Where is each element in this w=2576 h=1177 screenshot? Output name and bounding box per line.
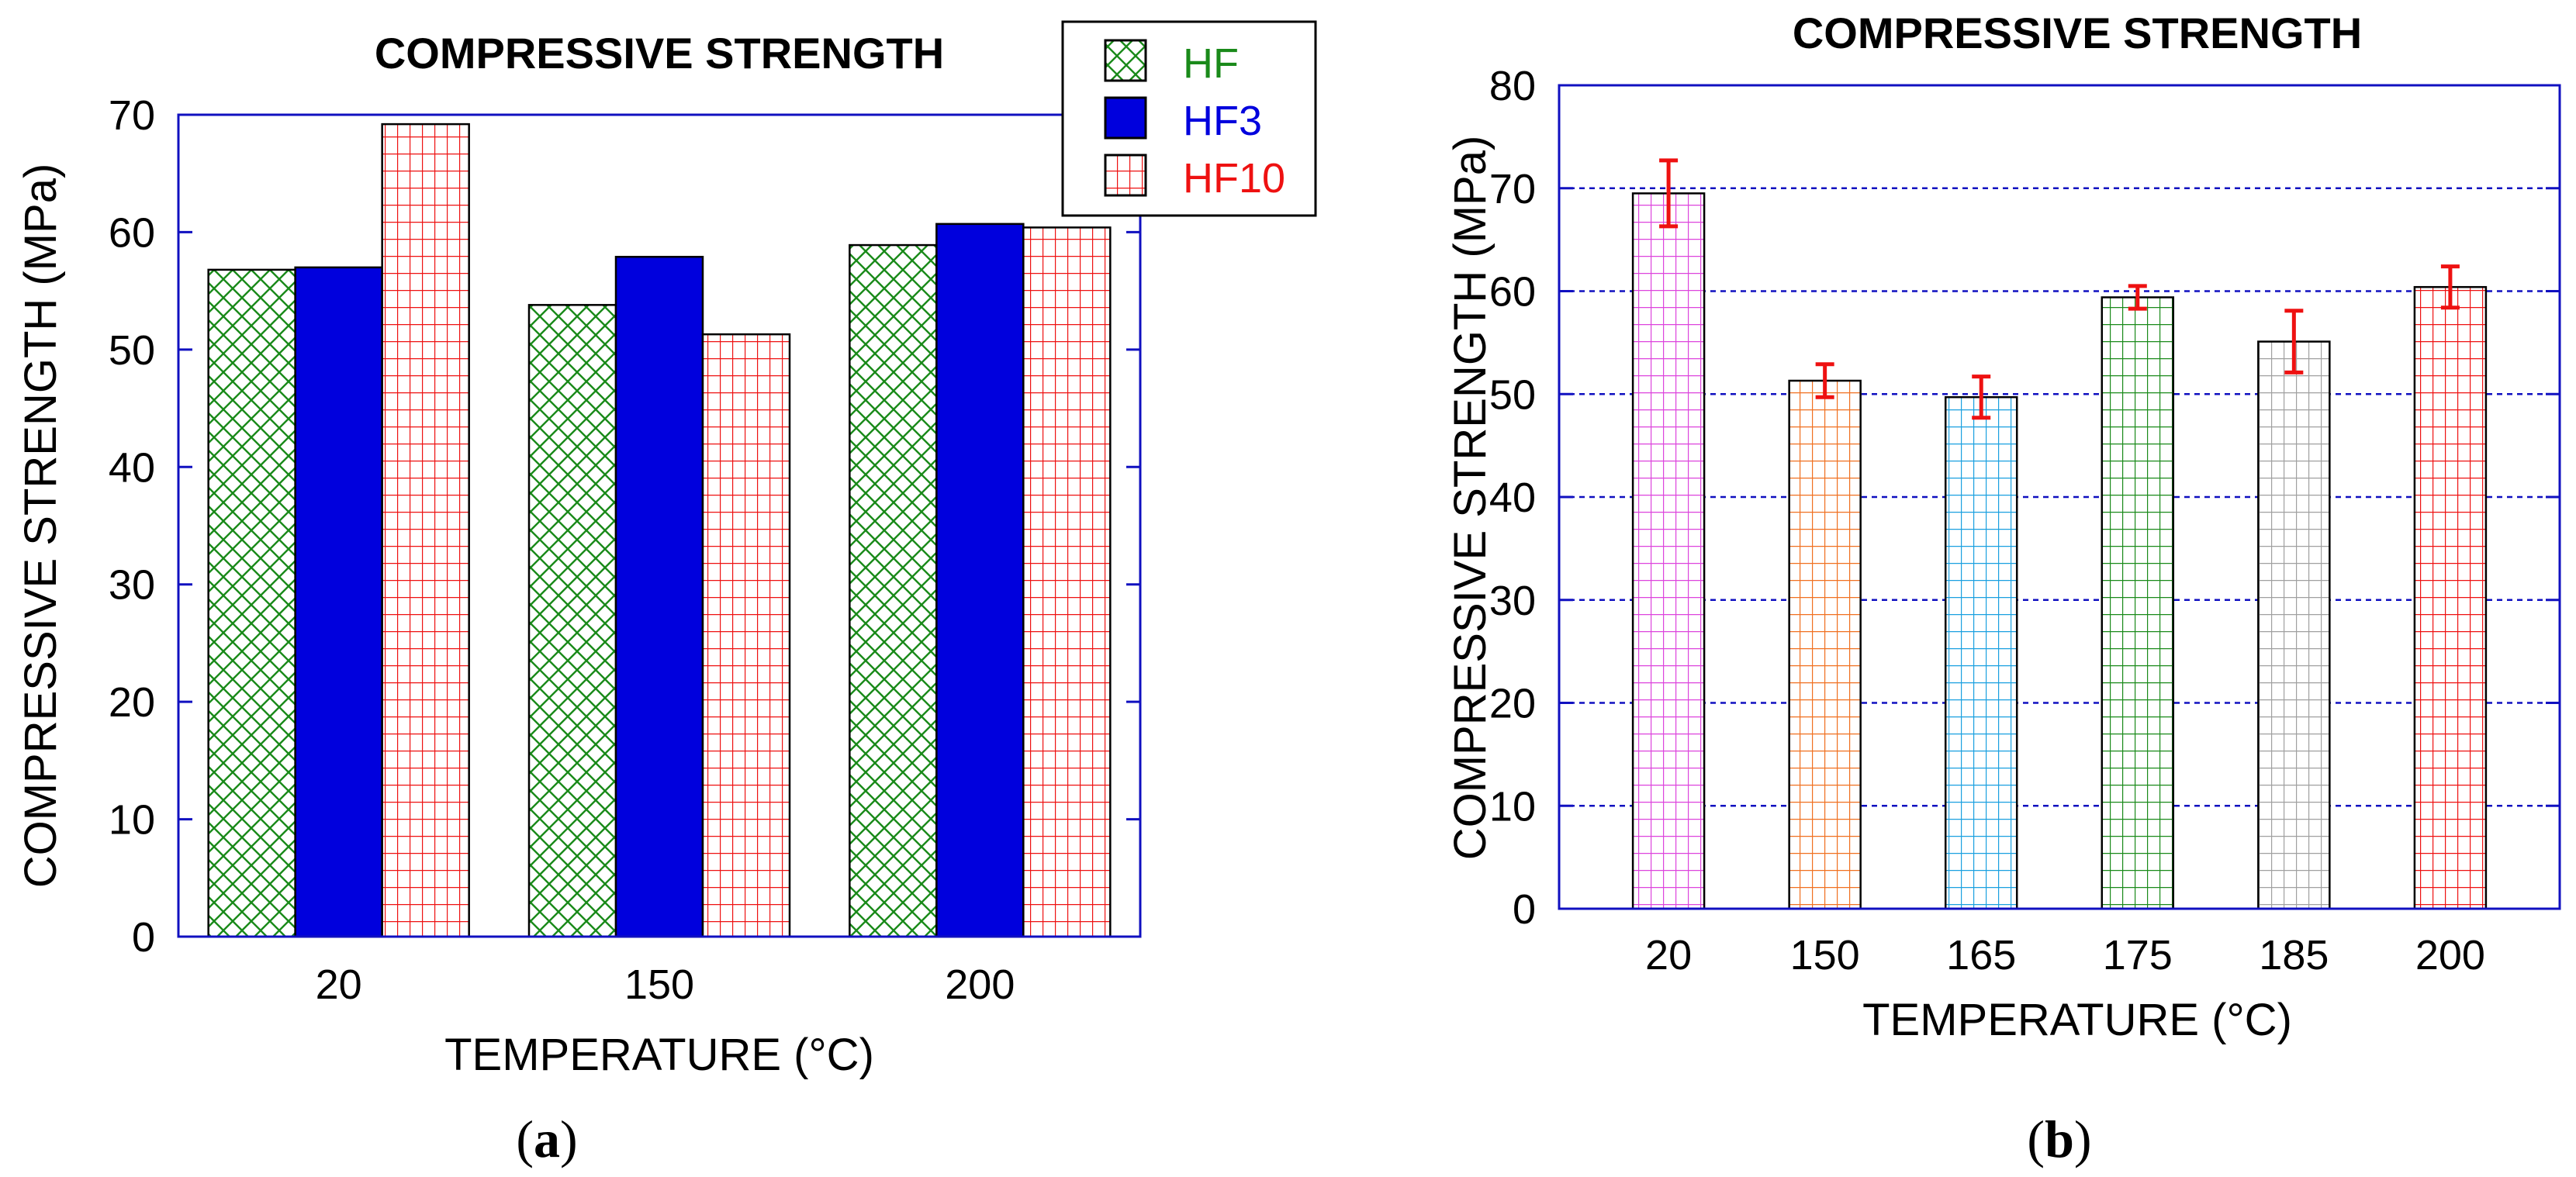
panel-b-caption: (b) <box>2027 1110 2091 1168</box>
bar-hf10-200 <box>1022 226 1112 938</box>
bar-165 <box>1944 395 2018 910</box>
chart-a-bars <box>207 123 1112 938</box>
legend-label-hf: HF <box>1183 40 1239 87</box>
error-bar-185 <box>2284 309 2304 374</box>
chart-b-error-bars <box>1659 158 2460 420</box>
chart-b-y-tick-label: 0 <box>1513 886 1536 933</box>
chart-b-x-tick-label: 185 <box>2259 932 2329 979</box>
bar-175 <box>2101 296 2175 910</box>
chart-b-y-tick-label: 50 <box>1489 371 1536 418</box>
bar-hf3-150 <box>614 255 704 938</box>
error-bar-165 <box>1972 374 1991 420</box>
bar-150 <box>1788 379 1862 910</box>
chart-b-x-tick-label: 165 <box>1946 932 2016 979</box>
bar-hf10-20 <box>381 123 470 938</box>
chart-a-plot-frame <box>177 113 1142 938</box>
chart-b-x-tick-label: 150 <box>1790 932 1860 979</box>
chart-b-y-tick-label: 30 <box>1489 578 1536 624</box>
legend-swatch-hf10 <box>1104 154 1147 197</box>
error-bar-175 <box>2128 284 2147 311</box>
chart-a-y-tick-label: 50 <box>109 327 155 374</box>
chart-b-y-tick-label: 40 <box>1489 475 1536 521</box>
chart-a-legend: HF HF3 HF10 <box>1061 20 1317 217</box>
chart-b: COMPRESSIVE STRENGTH 0 10 20 30 40 50 60 70 80 2… <box>1445 9 2561 1168</box>
chart-a: COMPRESSIVE STRENGTH 0 10 20 30 40 50 60 70 20 1… <box>16 20 1317 1168</box>
chart-a-x-ticks: 20 150 200 <box>316 961 1015 1008</box>
panel-a-caption: (a) <box>516 1110 577 1168</box>
legend-label-hf10: HF10 <box>1183 155 1285 202</box>
chart-a-x-tick-label: 150 <box>624 961 694 1008</box>
legend-swatch-hf <box>1104 39 1147 82</box>
error-bar-150 <box>1815 362 1834 399</box>
chart-b-x-tick-label: 200 <box>2415 932 2485 979</box>
error-bar-20 <box>1659 158 1679 229</box>
chart-b-y-axis-label: COMPRESSIVE STRENGTH (MPa) <box>1445 136 1495 861</box>
chart-a-y-axis-label: COMPRESSIVE STRENGTH (MPa) <box>16 164 66 889</box>
bar-200 <box>2413 285 2488 910</box>
bar-hf-150 <box>527 304 617 938</box>
chart-a-x-axis-label: TEMPERATURE (°C) <box>444 1030 874 1080</box>
bar-hf3-20 <box>294 266 383 938</box>
bar-20 <box>1631 192 1706 910</box>
chart-b-y-tick-label: 70 <box>1489 166 1536 212</box>
bar-hf-20 <box>207 268 296 938</box>
chart-b-x-tick-label: 175 <box>2103 932 2173 979</box>
chart-b-y-tick-label: 60 <box>1489 269 1536 316</box>
chart-a-y-tick-label: 40 <box>109 444 155 491</box>
bar-hf3-200 <box>935 223 1025 938</box>
chart-b-x-ticks: 20 150 165 175 185 200 <box>1645 932 2485 979</box>
chart-a-x-tick-label: 200 <box>945 961 1015 1008</box>
chart-a-y-tick-label: 60 <box>109 209 155 256</box>
chart-a-y-tick-label: 10 <box>109 797 155 844</box>
bar-hf-200 <box>849 243 938 938</box>
chart-b-title: COMPRESSIVE STRENGTH <box>1793 9 2362 57</box>
chart-b-x-tick-label: 20 <box>1645 932 1692 979</box>
legend-swatch-hf3 <box>1104 96 1147 140</box>
chart-b-y-tick-label: 10 <box>1489 783 1536 830</box>
chart-a-y-tick-label: 30 <box>109 562 155 609</box>
chart-a-y-tick-label: 20 <box>109 679 155 726</box>
chart-b-bars <box>1631 192 2488 910</box>
chart-a-y-ticks: 0 10 20 30 40 50 60 70 <box>109 92 1140 961</box>
chart-b-x-axis-label: TEMPERATURE (°C) <box>1862 995 2292 1045</box>
chart-b-gridlines <box>1559 187 2560 807</box>
chart-b-y-ticks: 0 10 20 30 40 50 60 70 80 <box>1489 63 2560 933</box>
bar-hf10-150 <box>701 333 791 938</box>
bar-185 <box>2257 340 2331 910</box>
chart-a-y-tick-label: 70 <box>109 92 155 139</box>
chart-a-y-tick-label: 0 <box>132 914 155 961</box>
chart-b-y-tick-label: 80 <box>1489 63 1536 109</box>
legend-label-hf3: HF3 <box>1183 98 1262 144</box>
chart-a-title: COMPRESSIVE STRENGTH <box>375 29 944 78</box>
chart-a-x-tick-label: 20 <box>316 961 362 1008</box>
chart-b-y-tick-label: 20 <box>1489 681 1536 727</box>
error-bar-200 <box>2440 264 2460 310</box>
